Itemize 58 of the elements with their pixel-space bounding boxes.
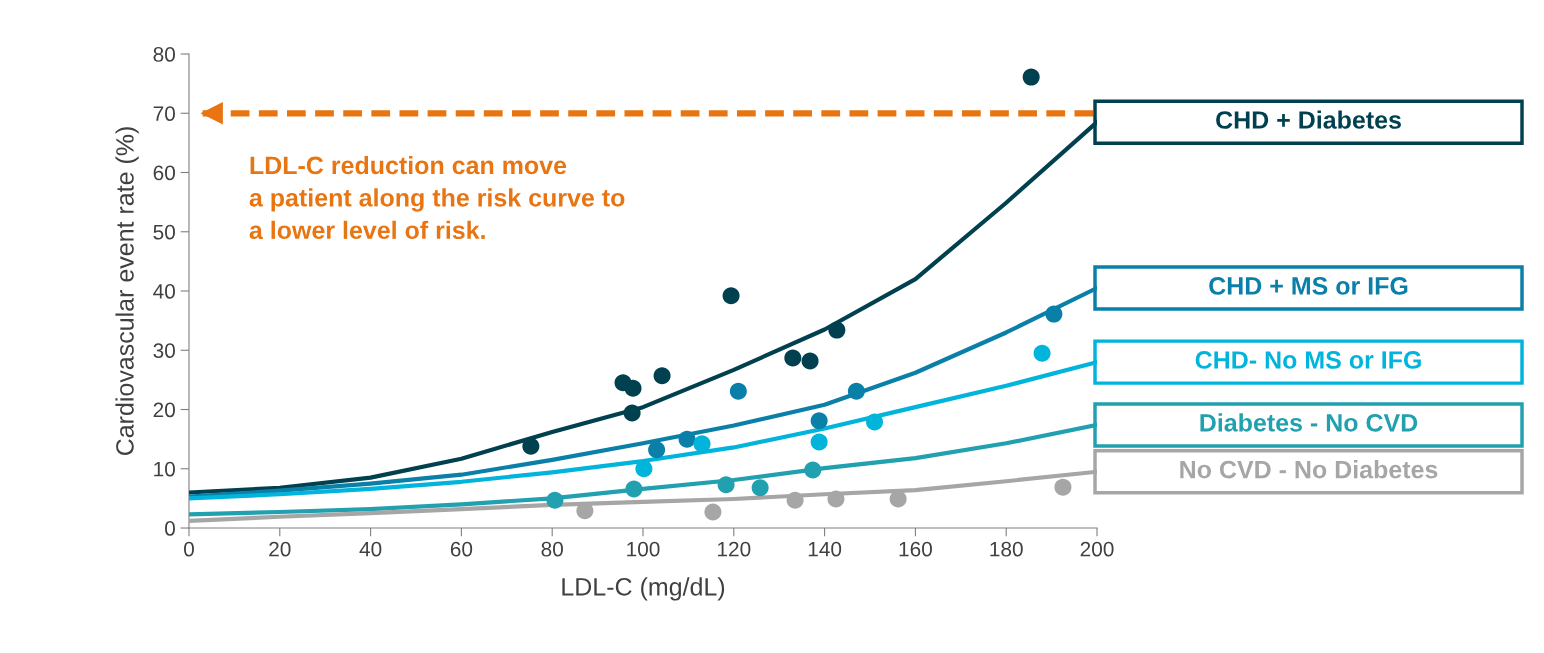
text: CHD + MS or IFG xyxy=(1209,277,1408,295)
point xyxy=(653,367,671,385)
point xyxy=(678,430,696,448)
y-axis-title: Cardiovascular event rate (%) xyxy=(115,127,139,456)
x-tick-label: 0 xyxy=(184,541,194,557)
point xyxy=(784,349,802,367)
text: CHD- No MS or IFG xyxy=(1195,351,1421,369)
point xyxy=(722,287,740,305)
point xyxy=(704,503,722,521)
annotation: LDL-C reduction can move a patient along the risk curve to a lower level of risk. xyxy=(249,155,625,240)
text: CHD + Diabetes xyxy=(1216,110,1401,129)
point xyxy=(828,321,846,339)
point xyxy=(717,476,735,494)
point xyxy=(1033,344,1051,362)
point xyxy=(847,382,865,400)
point xyxy=(866,413,884,431)
x-tick-label: 100 xyxy=(627,541,660,557)
point xyxy=(751,479,769,497)
y-tick-label: 70 xyxy=(153,106,175,122)
point xyxy=(623,404,641,422)
point xyxy=(889,490,907,508)
x-tick-label: 160 xyxy=(899,541,932,557)
point xyxy=(624,379,642,397)
point xyxy=(635,460,653,478)
y-tick-label: 60 xyxy=(153,165,175,181)
x-tick-label: 140 xyxy=(808,541,842,557)
point xyxy=(786,491,804,509)
x-axis-title: LDL-C (mg/dL) xyxy=(562,577,725,601)
point xyxy=(729,382,747,400)
y-tick-label: 10 xyxy=(154,461,175,477)
x-tick-label: 80 xyxy=(541,541,563,557)
y-tick-label: 50 xyxy=(153,224,175,240)
y-tick-label: 0 xyxy=(165,521,175,536)
x-tick-label: 20 xyxy=(269,541,291,557)
point xyxy=(804,461,822,479)
y-tick-label: 30 xyxy=(153,343,175,359)
point xyxy=(810,412,828,430)
point xyxy=(1022,68,1040,86)
x-tick-label: 120 xyxy=(718,541,751,557)
point xyxy=(546,491,564,509)
y-tick-label: 80 xyxy=(153,47,175,62)
x-tick-label: 200 xyxy=(1080,541,1114,557)
x-tick-label: 60 xyxy=(450,541,473,557)
y-tick-label: 40 xyxy=(153,284,175,299)
text: No CVD - No Diabetes xyxy=(1180,460,1438,479)
x-tick-label: 180 xyxy=(990,541,1023,557)
x-tick-label: 40 xyxy=(359,541,382,557)
text: Diabetes - No CVD xyxy=(1200,413,1418,432)
point xyxy=(810,433,828,451)
y-tick-label: 20 xyxy=(153,402,175,418)
point xyxy=(1054,478,1072,496)
point xyxy=(801,352,819,370)
point xyxy=(827,490,845,508)
point xyxy=(648,441,666,459)
point xyxy=(522,437,540,455)
point xyxy=(1045,305,1063,323)
point xyxy=(625,480,643,498)
point xyxy=(693,435,711,453)
